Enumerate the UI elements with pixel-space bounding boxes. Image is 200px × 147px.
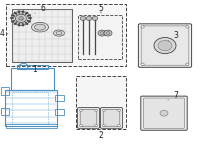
Circle shape xyxy=(118,125,120,127)
Circle shape xyxy=(103,125,105,127)
FancyBboxPatch shape xyxy=(80,110,97,126)
FancyBboxPatch shape xyxy=(143,98,185,128)
Circle shape xyxy=(11,11,31,25)
Circle shape xyxy=(104,30,112,36)
Ellipse shape xyxy=(32,22,48,32)
FancyBboxPatch shape xyxy=(141,96,187,130)
Circle shape xyxy=(103,109,105,111)
Text: 6: 6 xyxy=(35,4,45,13)
FancyBboxPatch shape xyxy=(141,26,189,65)
Text: 3: 3 xyxy=(168,31,178,41)
FancyBboxPatch shape xyxy=(100,108,123,128)
Circle shape xyxy=(186,26,189,28)
Circle shape xyxy=(158,40,172,51)
FancyBboxPatch shape xyxy=(138,24,192,67)
Circle shape xyxy=(98,30,106,36)
Bar xyxy=(78,15,122,59)
Circle shape xyxy=(160,110,168,116)
Circle shape xyxy=(80,109,82,111)
Text: 1: 1 xyxy=(33,65,37,74)
Circle shape xyxy=(95,125,97,127)
Circle shape xyxy=(141,26,144,28)
Circle shape xyxy=(19,17,23,20)
Circle shape xyxy=(15,14,27,22)
Circle shape xyxy=(86,16,92,20)
Bar xyxy=(17,65,48,69)
Text: 4: 4 xyxy=(0,29,8,38)
Bar xyxy=(12,92,48,124)
Text: 7: 7 xyxy=(168,91,178,100)
Ellipse shape xyxy=(56,31,62,35)
Circle shape xyxy=(186,63,189,65)
Circle shape xyxy=(141,63,144,65)
Bar xyxy=(1,108,9,115)
Text: 5: 5 xyxy=(99,4,103,13)
Circle shape xyxy=(80,125,82,127)
Bar xyxy=(5,90,57,126)
Bar xyxy=(6,124,57,128)
Circle shape xyxy=(118,109,120,111)
Bar xyxy=(11,68,54,90)
Bar xyxy=(1,87,9,95)
FancyBboxPatch shape xyxy=(103,110,120,126)
Bar xyxy=(6,4,126,66)
Circle shape xyxy=(80,16,86,20)
Circle shape xyxy=(154,37,176,54)
Bar xyxy=(55,95,64,101)
Bar xyxy=(55,109,64,115)
Ellipse shape xyxy=(54,30,64,36)
Bar xyxy=(12,9,72,62)
Circle shape xyxy=(95,109,97,111)
Ellipse shape xyxy=(35,24,46,30)
Circle shape xyxy=(92,16,98,20)
Text: 2: 2 xyxy=(99,131,103,140)
Circle shape xyxy=(106,32,110,35)
Circle shape xyxy=(100,32,104,35)
Bar xyxy=(76,76,126,129)
FancyBboxPatch shape xyxy=(77,108,100,128)
